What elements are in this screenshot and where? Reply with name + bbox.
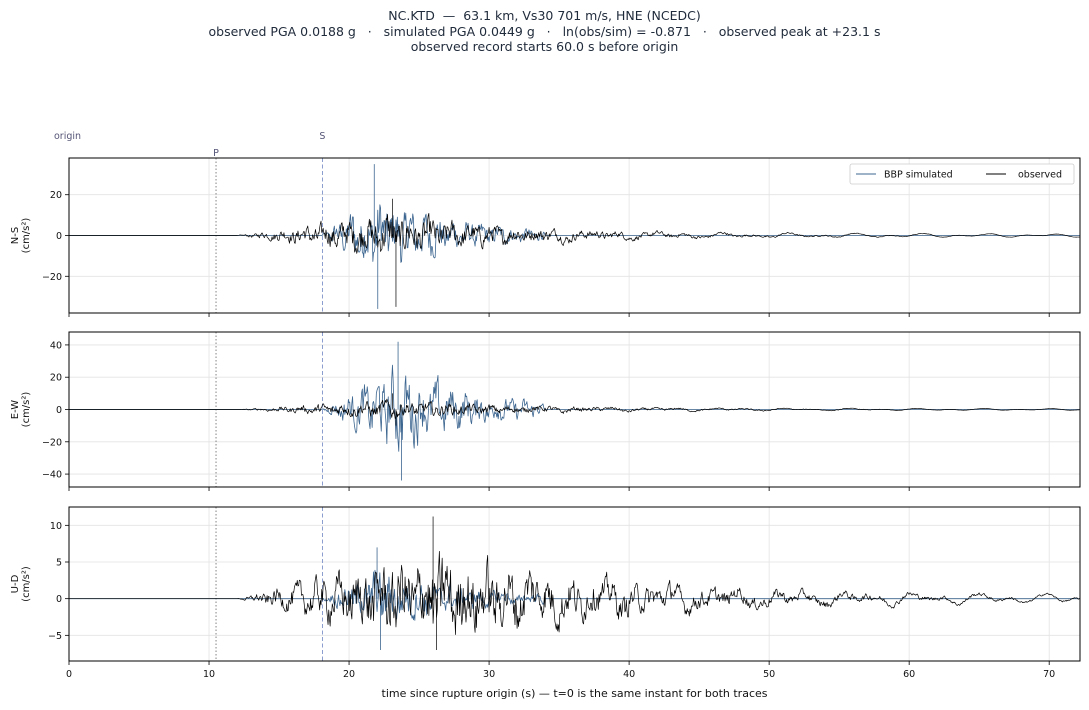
ew-ytick-label: 20 [50, 373, 62, 384]
ud-ylabel-line: (cm/s²) [21, 566, 32, 602]
ew-ylabel-line: E-W [10, 400, 21, 420]
ns-ytick-label: 20 [50, 190, 62, 201]
xtick-label: 30 [483, 669, 495, 680]
ud-ytick-label: −5 [48, 631, 62, 642]
ud-panel-frame [68, 506, 1081, 662]
ns-observed-trace [69, 212, 1081, 254]
xtick-label: 10 [203, 669, 215, 680]
title-line-record-start: observed record starts 60.0 s before ori… [410, 39, 679, 54]
ud-ylabel-line: U-D [10, 574, 21, 593]
xtick-label: 60 [903, 669, 915, 680]
xtick-label: 20 [343, 669, 355, 680]
s-arrival-label: S [319, 131, 325, 142]
ew-ylabel-line: (cm/s²) [21, 392, 32, 428]
xtick-label: 0 [66, 669, 72, 680]
xtick-label: 50 [763, 669, 775, 680]
p-arrival-label: P [213, 148, 219, 159]
title-line-pga: observed PGA 0.0188 g · simulated PGA 0.… [208, 23, 881, 39]
ns-simulated-trace [69, 204, 1080, 263]
title-line-station: NC.KTD — 63.1 km, Vs30 701 m/s, HNE (NCE… [388, 8, 701, 23]
ud-ytick-label: 5 [56, 558, 62, 569]
ns-ylabel-line: (cm/s²) [21, 218, 32, 254]
legend-box [849, 163, 1075, 185]
legend-observed-label: observed [1018, 170, 1062, 181]
ew-ytick-label: 40 [50, 340, 62, 351]
origin-label: origin [54, 131, 81, 142]
ns-ylabel-line: N-S [10, 227, 21, 244]
ew-observed-trace [69, 398, 1081, 419]
chart-title: NC.KTD — 63.1 km, Vs30 701 m/s, HNE (NCE… [0, 8, 1089, 55]
x-axis-label: time since rupture origin (s) — t=0 is t… [382, 687, 768, 700]
ew-ytick-label: −20 [42, 437, 62, 448]
xtick-label: 40 [623, 669, 635, 680]
ud-ytick-label: 0 [56, 594, 62, 605]
ew-ytick-label: −40 [42, 470, 62, 481]
ud-observed-trace [69, 550, 1081, 635]
ns-ytick-label: −20 [42, 272, 62, 283]
ud-ytick-label: 10 [50, 521, 62, 532]
xtick-label: 70 [1043, 669, 1055, 680]
ew-ytick-label: 0 [56, 405, 62, 416]
legend-simulated-label: BBP simulated [884, 170, 953, 181]
ns-ytick-label: 0 [56, 231, 62, 242]
